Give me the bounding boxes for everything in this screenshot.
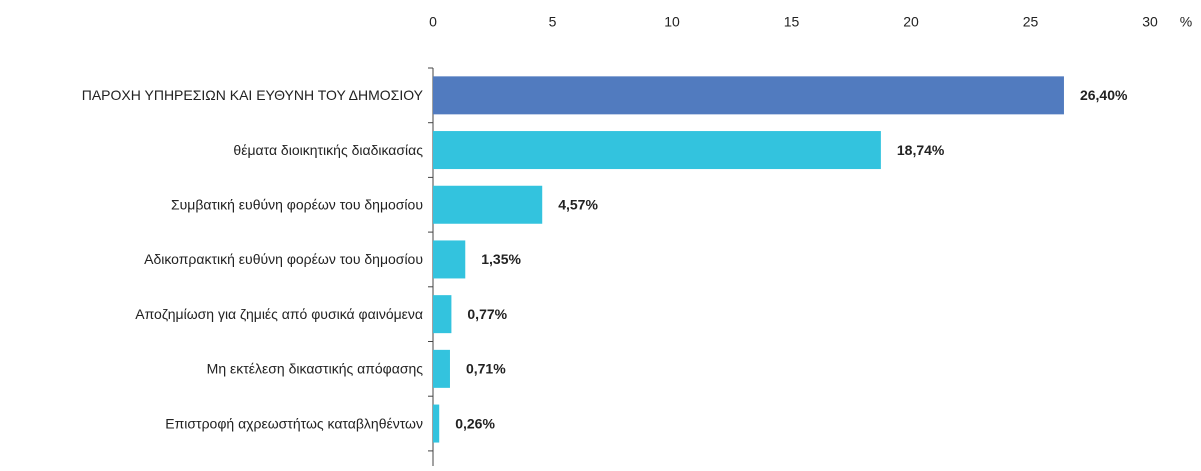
x-tick-label: 10: [664, 14, 680, 30]
value-label: 4,57%: [558, 196, 598, 212]
y-tick-label: ΠΑΡΟΧΗ ΥΠΗΡΕΣΙΩΝ ΚΑΙ ΕΥΘΥΝΗ ΤΟΥ ΔΗΜΟΣΙΟΥ: [82, 87, 424, 103]
value-label: 1,35%: [481, 251, 521, 267]
value-label: 0,26%: [455, 415, 495, 431]
value-label: 18,74%: [897, 142, 945, 158]
x-axis-unit: %: [1180, 14, 1192, 30]
value-label: 0,71%: [466, 361, 506, 377]
bar: [433, 295, 452, 334]
bar: [433, 240, 466, 279]
y-tick-label: θέματα διοικητικής διαδικασίας: [233, 142, 423, 158]
y-tick-label: Επιστροφή αχρεωστήτως καταβληθέντων: [165, 415, 423, 431]
bar: [433, 349, 450, 388]
bar: [433, 404, 440, 443]
x-tick-label: 15: [784, 14, 800, 30]
y-tick-label: Αδικοπρακτική ευθύνη φορέων του δημοσίου: [144, 251, 423, 267]
y-tick-label: Συμβατική ευθύνη φορέων του δημοσίου: [171, 196, 423, 212]
bar: [433, 185, 543, 224]
y-tick-label: Αποζημίωση για ζημιές από φυσικά φαινόμε…: [135, 306, 423, 322]
bar: [433, 76, 1064, 115]
value-label: 0,77%: [467, 306, 507, 322]
x-tick-label: 30: [1142, 14, 1158, 30]
x-tick-label: 25: [1023, 14, 1039, 30]
bar: [433, 131, 881, 170]
x-tick-label: 0: [429, 14, 437, 30]
y-tick-label: Μη εκτέλεση δικαστικής απόφασης: [207, 361, 424, 377]
value-label: 26,40%: [1080, 87, 1128, 103]
x-tick-label: 5: [549, 14, 557, 30]
x-tick-label: 20: [903, 14, 919, 30]
